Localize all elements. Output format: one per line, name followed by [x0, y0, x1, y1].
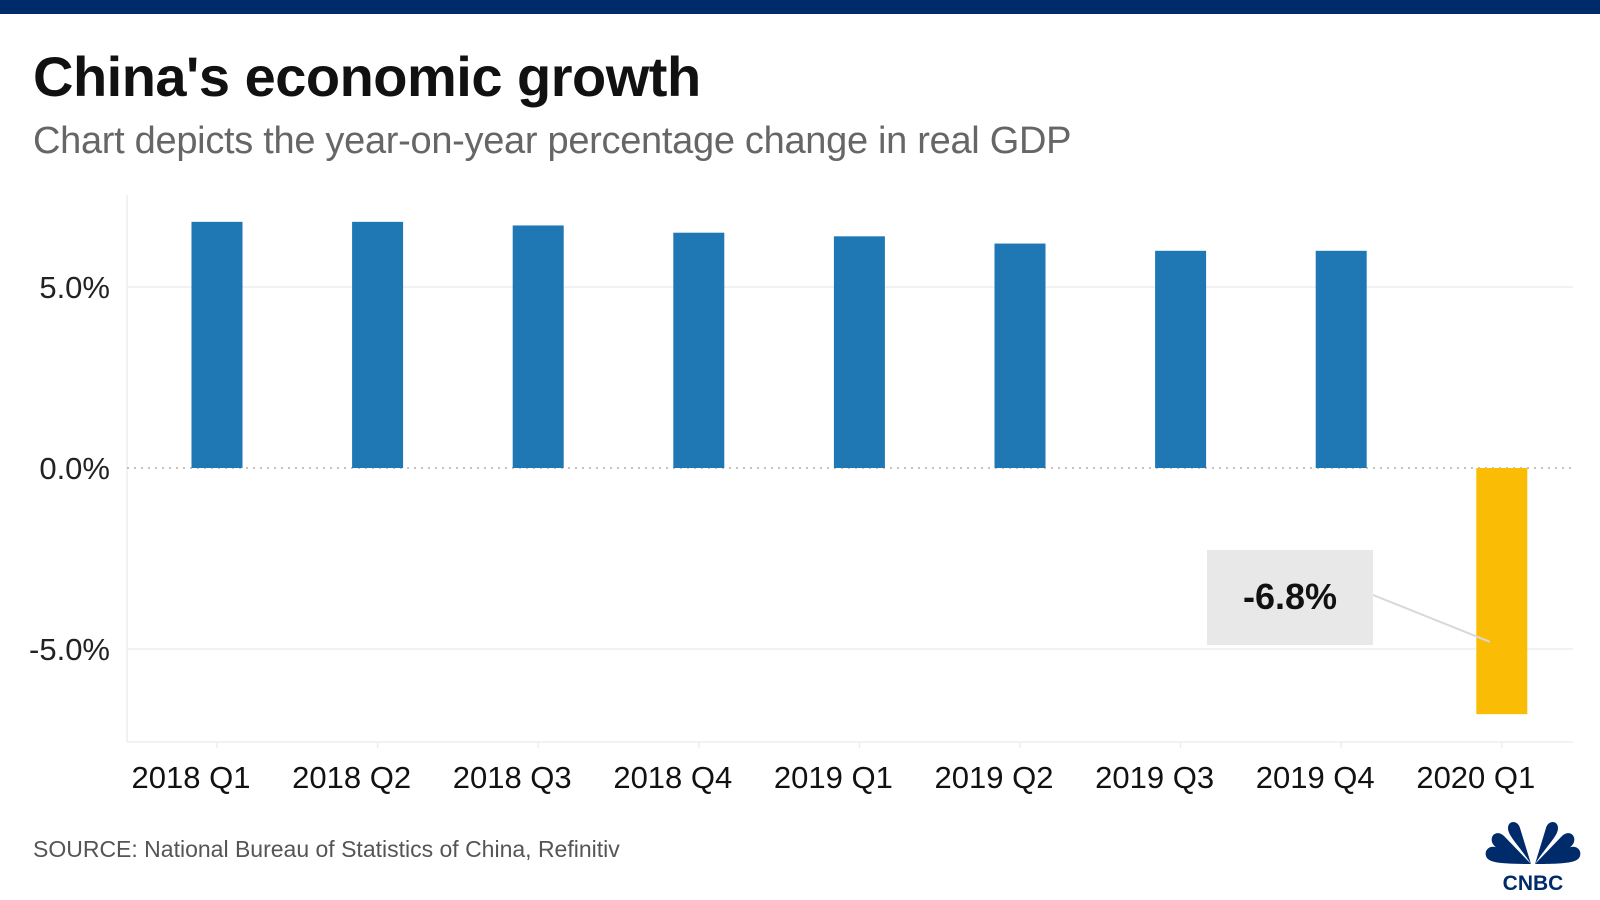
x-axis-ticks: 2018 Q1 2018 Q2 2018 Q3 2018 Q4 2019 Q1 2019 … — [132, 742, 1535, 795]
y-tick-label: 5.0% — [39, 270, 110, 305]
annotation-box — [1207, 550, 1373, 645]
x-tick-label: 2019 Q1 — [774, 760, 893, 795]
top-accent-bar — [0, 0, 1600, 14]
bar-2018-q2 — [352, 221, 404, 468]
annotation-connector — [1372, 594, 1491, 643]
bar-2019-q2 — [994, 243, 1046, 468]
peacock-icon — [1485, 822, 1581, 864]
x-tick-label: 2018 Q2 — [292, 760, 411, 795]
bar-2019-q1 — [833, 236, 885, 468]
bar-2018-q3 — [512, 225, 564, 468]
x-tick-label: 2019 Q3 — [1095, 760, 1214, 795]
annotations: -6.8% — [1207, 550, 1491, 645]
y-tick-label: -5.0% — [29, 632, 110, 667]
source-note: SOURCE: National Bureau of Statistics of… — [33, 836, 620, 862]
bars — [191, 221, 1528, 715]
bar-2018-q1 — [191, 221, 243, 468]
y-tick-label: 0.0% — [39, 451, 110, 486]
bar-2019-q4 — [1315, 250, 1367, 468]
x-tick-label: 2018 Q3 — [453, 760, 572, 795]
cnbc-logo: CNBC — [1485, 822, 1581, 894]
x-tick-label: 2019 Q4 — [1256, 760, 1375, 795]
bar-2020-q1 — [1476, 468, 1528, 715]
chart-subtitle: Chart depicts the year-on-year percentag… — [33, 120, 1072, 162]
chart-title: China's economic growth — [33, 45, 701, 108]
annotation-label: -6.8% — [1243, 576, 1337, 617]
x-tick-label: 2018 Q4 — [613, 760, 732, 795]
x-tick-label: 2020 Q1 — [1416, 760, 1535, 795]
bar-2019-q3 — [1155, 250, 1207, 468]
y-axis-ticks: 5.0% 0.0% -5.0% — [29, 270, 110, 667]
logo-text: CNBC — [1503, 872, 1564, 894]
bar-2018-q4 — [673, 232, 725, 468]
x-tick-label: 2018 Q1 — [132, 760, 251, 795]
x-tick-label: 2019 Q2 — [935, 760, 1054, 795]
